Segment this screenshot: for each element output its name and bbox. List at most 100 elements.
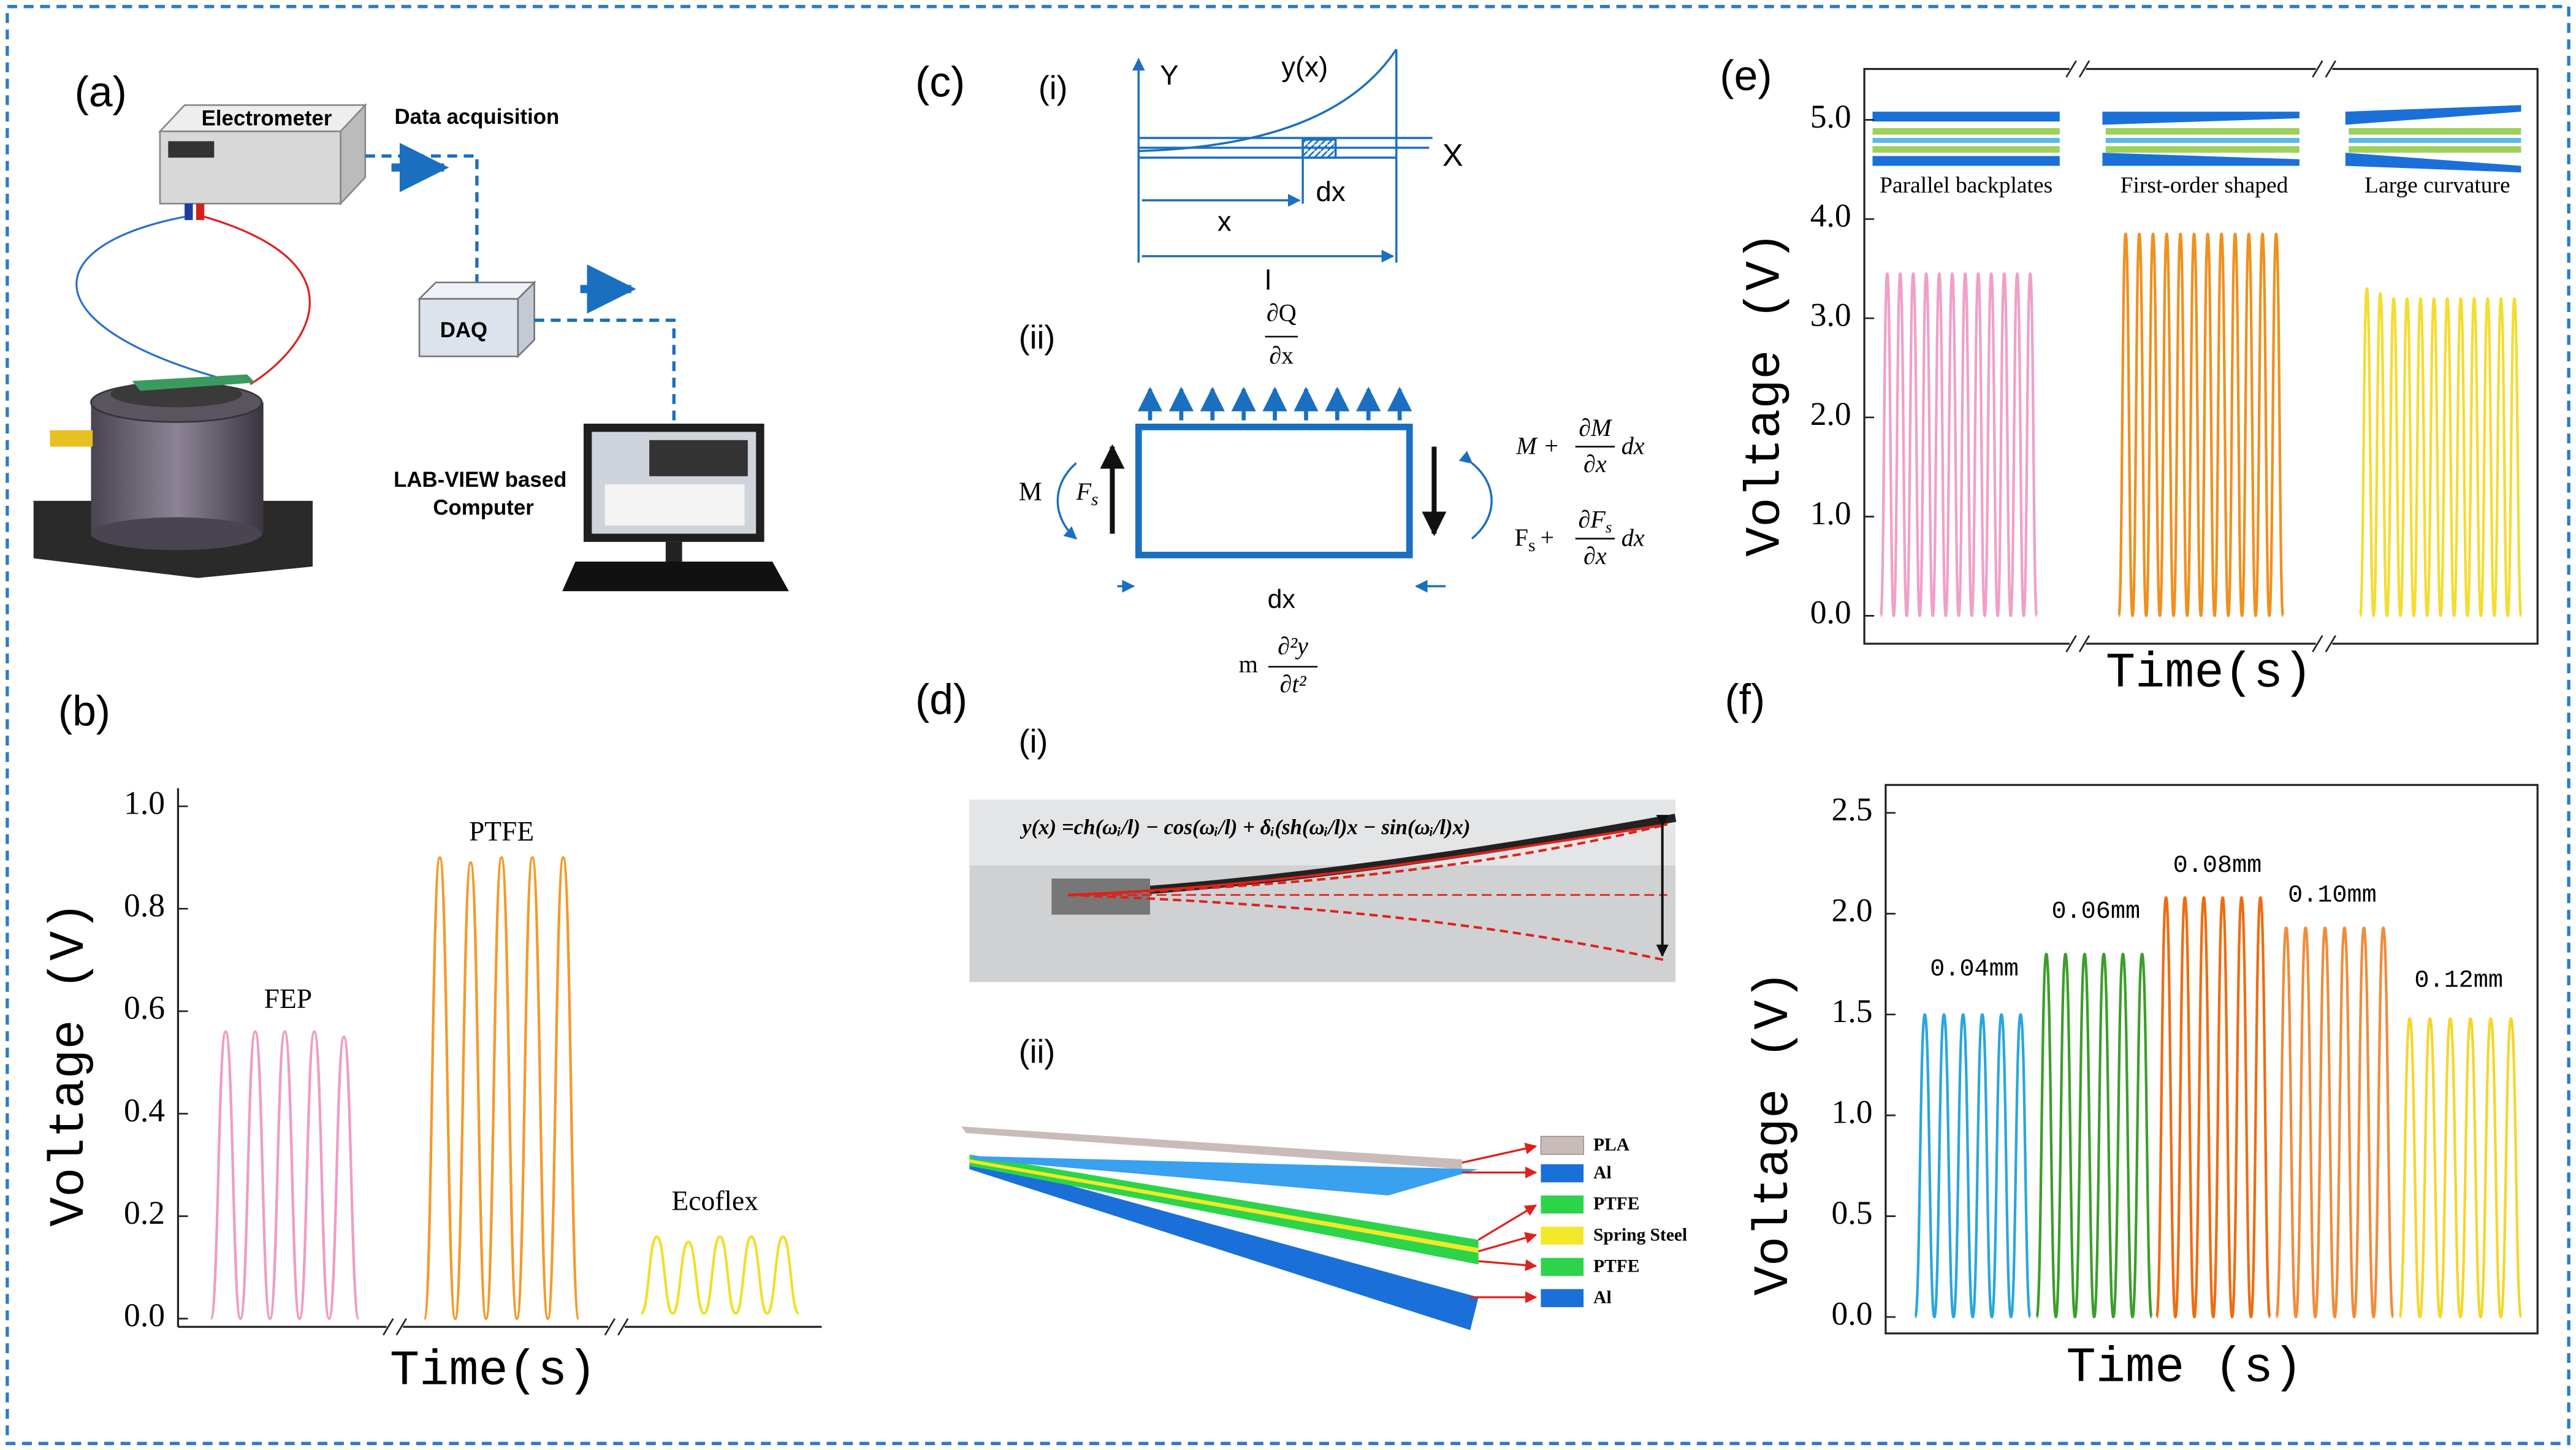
y-tick-label: 1.0: [1832, 1093, 1873, 1130]
figure-border: [6, 5, 2570, 1445]
structure-icons: [1872, 105, 2521, 173]
axis-break: [2078, 635, 2090, 653]
axis-break-gap: [2315, 638, 2333, 649]
axis-break: [2325, 60, 2336, 78]
beam-photo: y(x) =ch(ωᵢ/l) − cos(ωᵢ/l) + δᵢ(sh(ωᵢ/l)…: [969, 799, 1677, 982]
y-tick-label: 0.0: [124, 1297, 165, 1334]
y-tick-label: 0.2: [124, 1194, 165, 1231]
series-label: PTFE: [469, 815, 534, 847]
shear-eq: dx: [1621, 524, 1645, 551]
axis-break: [2325, 635, 2336, 653]
x-axis-label: Time(s): [2106, 646, 2313, 701]
axis-break: [383, 1318, 394, 1336]
symbol: ∂F: [1578, 506, 1606, 533]
series-line: [209, 1030, 360, 1320]
moment-label: M: [1019, 478, 1042, 506]
y-tick-label: 0.8: [124, 887, 165, 924]
subscript: s: [1528, 536, 1535, 555]
y-tick-label: 0.0: [1832, 1295, 1873, 1332]
axis-label: Y: [1160, 59, 1178, 91]
subscript: s: [1091, 490, 1098, 509]
fraction-den: ∂x: [1583, 450, 1607, 478]
fraction-den: ∂x: [1269, 342, 1294, 369]
y-tick-label: 4.0: [1810, 197, 1851, 234]
part-label: (ii): [1019, 1034, 1055, 1070]
y-tick-label: 5.0: [1810, 98, 1851, 135]
series-label: 0.12mm: [2414, 967, 2503, 995]
axis-break-gap: [2315, 64, 2333, 74]
y-tick-label: 0.0: [1810, 594, 1851, 631]
setup-diagram: Electrometer Data acquisition DAQ LAB-VI…: [33, 103, 789, 592]
part-label: (i): [1038, 70, 1068, 106]
beam-diagram: [1056, 48, 1493, 593]
panel-label: (b): [58, 687, 110, 735]
y-tick-label: 1.0: [124, 784, 165, 821]
axis-break: [2065, 635, 2077, 653]
x-axis-label: Time(s): [390, 1344, 596, 1400]
series-line: [423, 856, 581, 1320]
series-label: 0.06mm: [2051, 898, 2140, 926]
axis-break: [2312, 635, 2323, 653]
series-line: [2117, 232, 2285, 617]
series-line: [1914, 1013, 2032, 1319]
series-line: [2035, 952, 2153, 1319]
deflection-equation: y(x) =ch(ωᵢ/l) − cos(ωᵢ/l) + δᵢ(sh(ωᵢ/l)…: [1019, 815, 1470, 839]
x-axis-label: Time (s): [2067, 1340, 2303, 1396]
axis-break: [2078, 60, 2090, 78]
axis-break: [604, 1318, 616, 1336]
operator: +: [1540, 524, 1554, 551]
width-label: dx: [1268, 585, 1295, 614]
dimension-label: l: [1265, 265, 1271, 296]
shear-label: Fs: [1075, 478, 1098, 509]
fraction-num: ∂Fs: [1578, 506, 1612, 536]
series-label: 0.10mm: [2288, 882, 2377, 909]
device-label: Data acquisition: [395, 105, 560, 129]
series-label: First-order shaped: [2121, 173, 2288, 198]
layer-legend: [1461, 1135, 1584, 1307]
y-axis-label: Voltage (V): [1747, 971, 1802, 1295]
y-tick-label: 1.0: [1810, 495, 1851, 532]
y-axis-label: Voltage (V): [42, 901, 98, 1226]
series-label: Parallel backplates: [1880, 173, 2052, 198]
device-label: Computer: [433, 495, 534, 519]
plot-frame: [1863, 67, 2539, 645]
part-label: (ii): [1019, 320, 1055, 356]
y-tick-label: 0.6: [124, 990, 165, 1026]
layer-label: PTFE: [1593, 1194, 1639, 1214]
device-label: Electrometer: [202, 107, 332, 131]
layer-label: PLA: [1593, 1135, 1630, 1154]
curve-label: y(x): [1281, 52, 1328, 83]
inertia-eq: m: [1239, 651, 1258, 678]
layer-label: Al: [1593, 1163, 1611, 1183]
panel-label: (a): [75, 68, 127, 116]
y-tick-label: 2.0: [1810, 395, 1851, 432]
symbol: F: [1075, 478, 1091, 505]
y-tick-label: 0.5: [1832, 1194, 1873, 1231]
panel-label: (c): [915, 58, 965, 106]
part-label: (i): [1019, 723, 1048, 760]
plot-frame: [1884, 784, 2539, 1335]
fraction-num: ∂²y: [1278, 632, 1308, 660]
fraction-den: ∂t²: [1280, 670, 1307, 698]
series-label: Ecoflex: [671, 1185, 758, 1216]
y-tick-label: 0.4: [124, 1092, 165, 1129]
shear-eq: Fs +: [1515, 524, 1555, 555]
subscript: s: [1606, 518, 1612, 536]
panel-label: (d): [915, 676, 967, 723]
series-label: Large curvature: [2365, 173, 2510, 198]
series-line: [2398, 1017, 2523, 1319]
panel-label: (e): [1720, 52, 1772, 99]
dimension-label: dx: [1316, 176, 1346, 207]
y-axis-label: Voltage (V): [1739, 232, 1794, 557]
series-line: [2275, 926, 2395, 1319]
axis-break: [2312, 60, 2323, 78]
series-line: [1879, 272, 2038, 617]
y-tick-label: 1.5: [1832, 993, 1873, 1029]
moment-eq: dx: [1621, 432, 1645, 459]
load-arrows: [1100, 386, 1447, 536]
axis-break-gap: [608, 1322, 625, 1332]
series-label: 0.04mm: [1930, 956, 2019, 983]
axis-break-gap: [2069, 638, 2086, 649]
moment-eq: M +: [1515, 432, 1560, 459]
